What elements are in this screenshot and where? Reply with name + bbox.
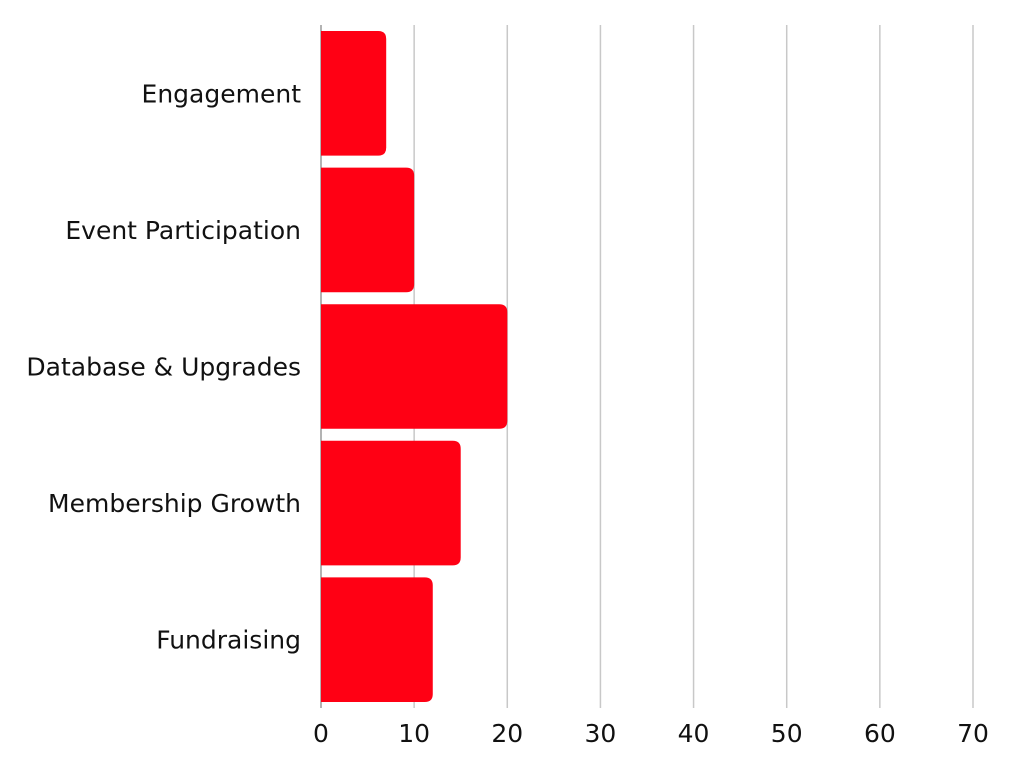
bar-membership-growth <box>321 440 461 566</box>
x-tick-label-60: 60 <box>864 719 896 748</box>
bar-fundraising <box>321 577 433 702</box>
category-label-fundraising: Fundraising <box>156 626 301 655</box>
category-label-engagement: Engagement <box>142 79 302 108</box>
bar-engagement <box>321 31 387 156</box>
category-label-event-participation: Event Participation <box>65 216 301 245</box>
x-tick-label-70: 70 <box>957 719 989 748</box>
x-tick-label-40: 40 <box>678 719 710 748</box>
x-tick-label-0: 0 <box>313 719 329 748</box>
bar-layer <box>321 31 508 702</box>
x-tick-label-10: 10 <box>398 719 430 748</box>
x-tick-labels: 0 10 20 30 40 50 60 70 <box>313 719 989 748</box>
bar-event-participation <box>321 167 415 293</box>
x-tick-label-30: 30 <box>585 719 617 748</box>
bar-database-upgrades <box>321 304 508 429</box>
category-label-database-upgrades: Database & Upgrades <box>26 353 301 382</box>
category-label-membership-growth: Membership Growth <box>48 489 301 518</box>
x-tick-label-50: 50 <box>771 719 803 748</box>
x-tick-label-20: 20 <box>491 719 523 748</box>
category-labels: Engagement Event Participation Database & … <box>26 79 301 654</box>
